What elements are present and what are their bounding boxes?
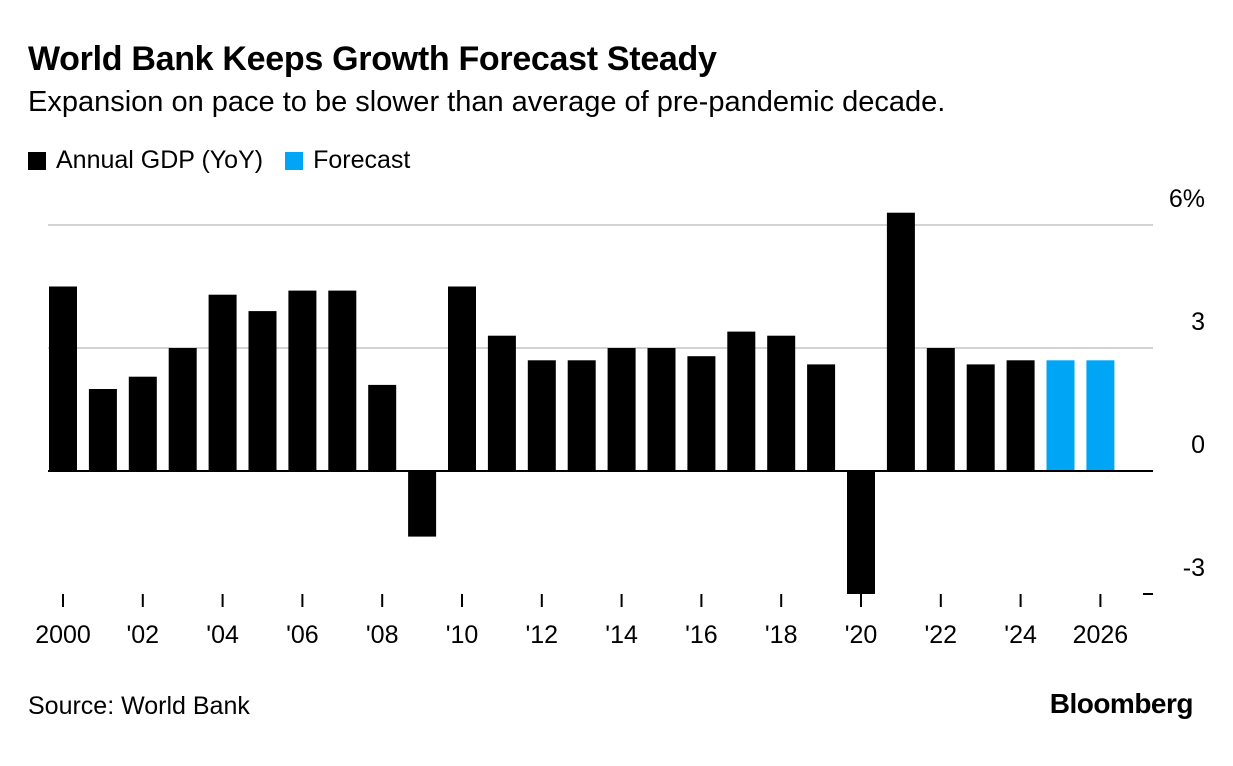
x-tick-label: '20 [845, 621, 878, 649]
bar-2015 [647, 348, 676, 471]
chart-title: World Bank Keeps Growth Forecast Steady [28, 40, 717, 78]
bar-2009 [408, 471, 437, 537]
bar-2011 [487, 335, 516, 471]
bar-2024 [1006, 360, 1035, 471]
y-tick-label: 0 [1191, 431, 1205, 459]
legend-swatch-annual-gdp [28, 151, 46, 170]
brand-logo-text: Bloomberg [1049, 688, 1194, 719]
legend-swatch-forecast [285, 151, 304, 170]
x-tick-label: '06 [286, 621, 319, 649]
legend-item-annual-gdp: Annual GDP (YoY) [28, 146, 263, 175]
legend-item-forecast: Forecast [285, 146, 410, 175]
y-tick-label: -3 [1183, 554, 1205, 582]
bar-2000 [49, 286, 77, 471]
bar-2006 [288, 290, 317, 471]
bar-2021 [886, 212, 915, 471]
bar-2005 [248, 311, 277, 471]
bar-2025 [1046, 360, 1075, 471]
bar-2022 [926, 348, 955, 471]
bar-2020 [847, 471, 875, 594]
bar-2014 [607, 348, 636, 471]
bar-2013 [567, 360, 596, 471]
chart-subtitle: Expansion on pace to be slower than aver… [28, 86, 946, 118]
x-tick-label: 2026 [1073, 621, 1129, 649]
x-tick-label: '14 [605, 621, 638, 649]
x-tick-label: '04 [206, 621, 239, 649]
bar-2010 [448, 286, 476, 471]
bar-2003 [168, 348, 197, 471]
x-tick-label: '22 [925, 621, 958, 649]
y-tick-label: 3 [1191, 308, 1205, 336]
bar-2019 [807, 364, 836, 471]
bar-2017 [727, 331, 756, 471]
x-tick-label: '12 [526, 621, 559, 649]
source-note: Source: World Bank [28, 692, 250, 720]
bar-2001 [88, 389, 117, 471]
bar-2012 [527, 360, 556, 471]
bar-2002 [128, 376, 157, 471]
x-tick-label: '02 [127, 621, 160, 649]
bar-2008 [368, 384, 397, 471]
x-tick-label: '18 [765, 621, 798, 649]
bar-2026 [1086, 360, 1115, 471]
x-tick-label: 2000 [35, 621, 91, 649]
legend-label-annual-gdp: Annual GDP (YoY) [56, 146, 264, 174]
x-tick-label: '16 [685, 621, 718, 649]
bar-2016 [687, 356, 716, 471]
chart-legend: Annual GDP (YoY) Forecast [28, 146, 432, 175]
x-tick-label: '08 [366, 621, 399, 649]
bar-2007 [328, 290, 357, 471]
legend-label-forecast: Forecast [313, 146, 411, 174]
bar-2023 [966, 364, 995, 471]
bar-2004 [208, 294, 237, 471]
x-tick-label: '10 [446, 621, 479, 649]
bar-2018 [767, 335, 796, 471]
x-tick-label: '24 [1004, 621, 1037, 649]
y-tick-label: 6% [1169, 185, 1205, 213]
